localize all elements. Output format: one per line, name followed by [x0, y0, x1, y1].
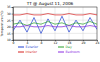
tick: 25	[7, 19, 13, 23]
tick-label: 8	[41, 41, 43, 45]
y-axis: 10 15 20 25 30 35	[7, 5, 14, 42]
legend-swatch	[18, 52, 24, 53]
tick-label: 35	[7, 5, 11, 9]
background	[0, 0, 100, 62]
series-line	[13, 14, 97, 15]
tick: 20	[82, 40, 86, 45]
legend-label: Bedroom	[66, 50, 80, 54]
tick-label: 25	[7, 19, 11, 23]
tick-label: 20	[7, 25, 11, 29]
plot-area	[13, 14, 97, 34]
tick-label: 30	[7, 12, 11, 16]
grid	[13, 7, 97, 40]
tick-label: 24	[96, 41, 100, 45]
tick-label: 20	[82, 41, 86, 45]
tick: 0	[13, 40, 15, 45]
tick-mark	[12, 20, 14, 21]
tick-label: 15	[7, 32, 11, 36]
plot-frame	[13, 7, 97, 40]
tick-label: 12	[54, 41, 58, 45]
chart: TT @ August 11, 2006 Temperature (°C)10 15…	[0, 0, 100, 62]
series-line	[13, 22, 97, 26]
tick-mark	[12, 33, 14, 34]
tick-mark	[12, 14, 14, 15]
legend-swatch	[58, 52, 64, 53]
y-axis-title: Temperature (°C)	[0, 11, 4, 38]
tick-mark	[12, 7, 14, 8]
grid-line	[41, 7, 42, 40]
legend-label: Exterior	[26, 45, 39, 49]
tick: 35	[7, 5, 13, 9]
series-line	[13, 25, 97, 26]
tick: 15	[7, 32, 13, 36]
tick-label: 10	[7, 38, 11, 42]
grid-line	[83, 7, 84, 40]
legend-label: Day	[66, 45, 72, 49]
tick: 30	[7, 12, 13, 16]
tick-mark	[12, 27, 14, 28]
legend-swatch	[18, 47, 24, 48]
tick: 12	[54, 40, 58, 45]
tick: 8	[41, 40, 43, 45]
tick: 24	[96, 40, 100, 45]
title: TT @ August 11, 2006	[26, 1, 74, 6]
legend-label: Interior	[26, 50, 38, 54]
grid-line	[55, 7, 56, 40]
tick-label: 0	[13, 41, 15, 45]
legend-swatch	[58, 47, 64, 48]
grid-line	[69, 7, 70, 40]
tick: 20	[7, 25, 13, 29]
grid-line	[27, 7, 28, 40]
grid-line	[13, 26, 97, 27]
legend: Exterior Day Interior Bedroom	[18, 45, 80, 54]
series-line	[13, 16, 97, 33]
